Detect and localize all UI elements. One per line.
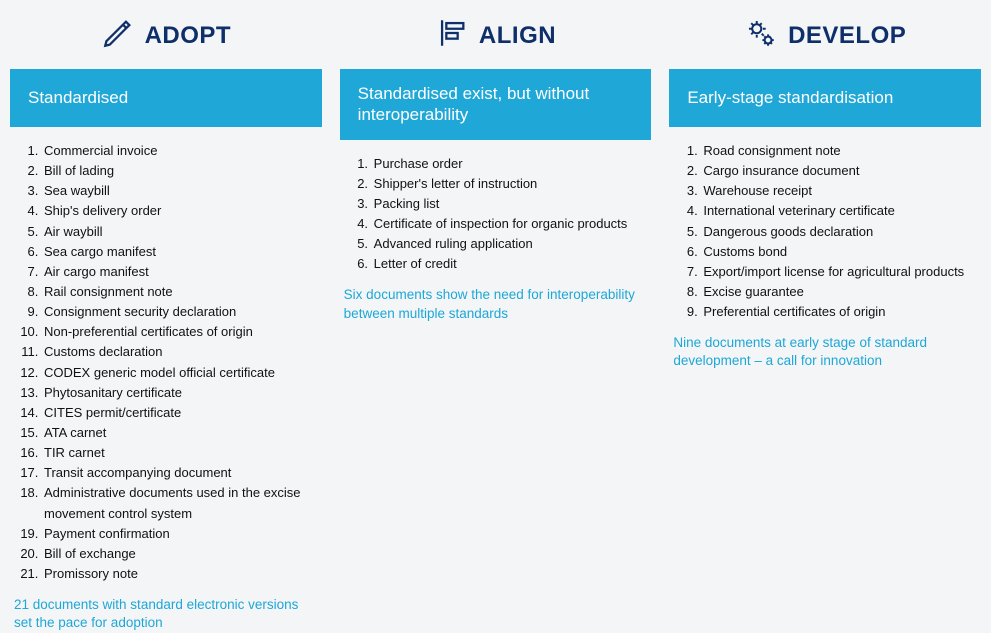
column-subheader: Standardised exist, but without interope… xyxy=(340,69,652,140)
list-item: Phytosanitary certificate xyxy=(42,383,322,403)
list-item: Air waybill xyxy=(42,222,322,242)
column-header: ALIGN xyxy=(340,10,652,69)
list-item: Commercial invoice xyxy=(42,141,322,161)
list-item: Sea cargo manifest xyxy=(42,242,322,262)
list-item: CITES permit/certificate xyxy=(42,403,322,423)
list-item: CODEX generic model official certificate xyxy=(42,363,322,383)
list-item: Consignment security declaration xyxy=(42,302,322,322)
list-item: Air cargo manifest xyxy=(42,262,322,282)
list-item: Letter of credit xyxy=(372,254,652,274)
list-item: Shipper's letter of instruction xyxy=(372,174,652,194)
column-adopt: ADOPT Standardised Commercial invoice Bi… xyxy=(10,10,322,633)
list-item: Dangerous goods declaration xyxy=(701,222,981,242)
list-item: Purchase order xyxy=(372,154,652,174)
list-item: Customs declaration xyxy=(42,342,322,362)
column-summary: Six documents show the need for interope… xyxy=(344,286,648,322)
list-item: Payment confirmation xyxy=(42,524,322,544)
list-item: Preferential certificates of origin xyxy=(701,302,981,322)
align-icon xyxy=(435,16,469,55)
list-item: Ship's delivery order xyxy=(42,201,322,221)
gears-icon xyxy=(744,16,778,55)
document-list: Purchase order Shipper's letter of instr… xyxy=(340,154,652,275)
list-item: Cargo insurance document xyxy=(701,161,981,181)
list-item: Promissory note xyxy=(42,564,322,584)
list-item: Rail consignment note xyxy=(42,282,322,302)
column-title: ADOPT xyxy=(145,22,232,50)
document-list: Road consignment note Cargo insurance do… xyxy=(669,141,981,322)
column-align: ALIGN Standardised exist, but without in… xyxy=(340,10,652,633)
column-subheader: Early-stage standardisation xyxy=(669,69,981,127)
list-item: TIR carnet xyxy=(42,443,322,463)
pencil-icon xyxy=(101,16,135,55)
column-header: DEVELOP xyxy=(669,10,981,69)
column-summary: 21 documents with standard electronic ve… xyxy=(14,596,318,632)
list-item: Bill of lading xyxy=(42,161,322,181)
list-item: ATA carnet xyxy=(42,423,322,443)
list-item: Export/import license for agricultural p… xyxy=(701,262,981,282)
list-item: Administrative documents used in the exc… xyxy=(42,483,322,523)
list-item: Packing list xyxy=(372,194,652,214)
list-item: Sea waybill xyxy=(42,181,322,201)
list-item: Warehouse receipt xyxy=(701,181,981,201)
list-item: Excise guarantee xyxy=(701,282,981,302)
list-item: Non-preferential certificates of origin xyxy=(42,322,322,342)
document-list: Commercial invoice Bill of lading Sea wa… xyxy=(10,141,322,584)
list-item: Certificate of inspection for organic pr… xyxy=(372,214,652,234)
columns-container: ADOPT Standardised Commercial invoice Bi… xyxy=(0,0,991,633)
list-item: Customs bond xyxy=(701,242,981,262)
list-item: Road consignment note xyxy=(701,141,981,161)
column-title: ALIGN xyxy=(479,22,556,50)
column-header: ADOPT xyxy=(10,10,322,69)
column-title: DEVELOP xyxy=(788,22,906,50)
list-item: Advanced ruling application xyxy=(372,234,652,254)
column-develop: DEVELOP Early-stage standardisation Road… xyxy=(669,10,981,633)
list-item: International veterinary certificate xyxy=(701,201,981,221)
column-subheader: Standardised xyxy=(10,69,322,127)
list-item: Bill of exchange xyxy=(42,544,322,564)
list-item: Transit accompanying document xyxy=(42,463,322,483)
column-summary: Nine documents at early stage of standar… xyxy=(673,334,977,370)
